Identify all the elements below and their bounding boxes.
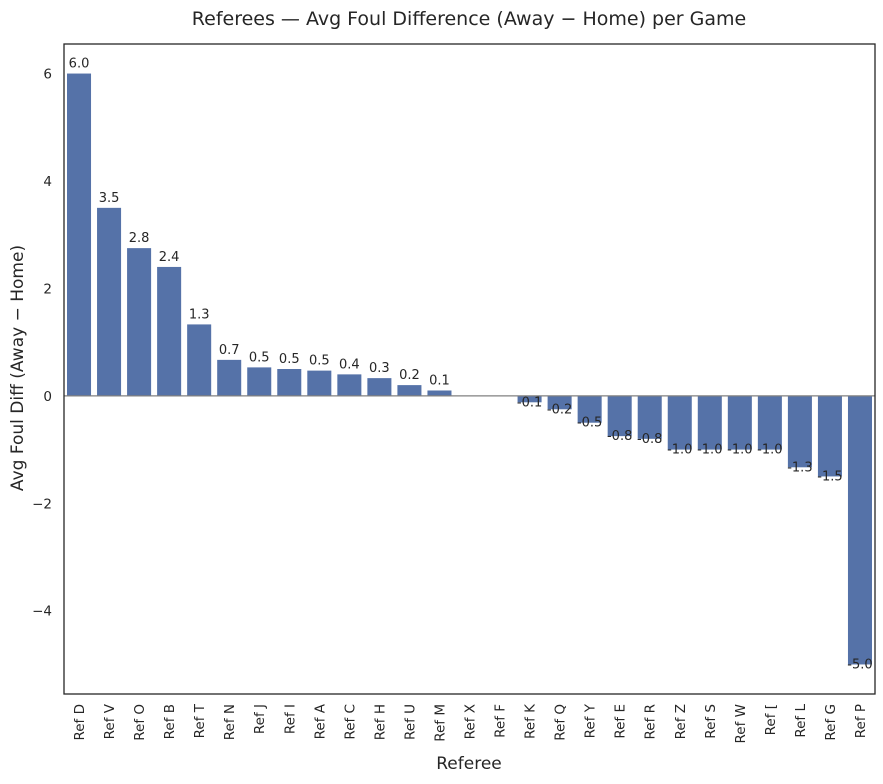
data-label: 0.3 xyxy=(369,361,390,376)
x-tick-label: Ref N xyxy=(222,704,238,740)
bar xyxy=(727,395,752,450)
bar xyxy=(67,73,92,396)
bar xyxy=(277,369,302,396)
x-tick-label: Ref L xyxy=(793,704,809,738)
y-tick-label: 2 xyxy=(43,281,52,297)
bar xyxy=(817,395,842,477)
x-tick-label: Ref I xyxy=(282,704,298,734)
bar xyxy=(97,207,122,396)
x-tick-label: Ref S xyxy=(703,704,719,739)
bar xyxy=(757,395,782,450)
data-label: -0.1 xyxy=(517,395,542,410)
x-tick-label: Ref F xyxy=(493,704,509,738)
data-label: -1.0 xyxy=(667,443,692,458)
x-tick-label: Ref V xyxy=(102,703,118,739)
x-tick-label: Ref M xyxy=(432,704,448,742)
x-tick-label: Ref J xyxy=(252,704,268,734)
x-tick-label: Ref Y xyxy=(583,703,599,738)
x-tick-label: Ref D xyxy=(72,704,88,741)
x-tick-label: Ref B xyxy=(162,704,178,739)
data-label: -1.5 xyxy=(817,469,842,484)
x-tick-label: Ref T xyxy=(192,703,208,738)
data-label: 0.1 xyxy=(429,373,450,388)
bar xyxy=(547,395,572,410)
data-label: 0.2 xyxy=(399,368,420,383)
data-label: 0.4 xyxy=(339,357,360,372)
y-tick-label: 6 xyxy=(43,67,52,83)
data-label: -0.8 xyxy=(637,432,662,447)
x-tick-label: Ref O xyxy=(132,704,148,741)
x-tick-label: Ref Q xyxy=(553,704,569,741)
axes-frame xyxy=(63,43,876,695)
data-label: -1.0 xyxy=(697,443,722,458)
x-axis-label: Referee xyxy=(436,754,502,774)
x-tick-label: Ref X xyxy=(463,704,479,739)
bar xyxy=(667,395,692,450)
bar xyxy=(307,370,332,396)
x-tick-label: Ref K xyxy=(523,703,539,739)
data-label: 3.5 xyxy=(99,191,120,206)
x-tick-label: Ref P xyxy=(853,704,869,738)
x-tick-label: Ref A xyxy=(312,703,328,739)
bar xyxy=(247,367,272,396)
bar xyxy=(517,395,542,403)
bar xyxy=(367,378,392,396)
bar xyxy=(127,248,152,396)
bar xyxy=(397,385,422,396)
y-tick-label: −2 xyxy=(32,496,52,512)
x-tick-label: Ref C xyxy=(342,704,358,740)
data-label: 6.0 xyxy=(69,57,90,72)
bar xyxy=(577,395,602,423)
y-tick-label: 4 xyxy=(43,174,52,190)
data-label: -5.0 xyxy=(847,657,872,672)
bar xyxy=(337,374,362,396)
y-axis-label: Avg Foul Diff (Away − Home) xyxy=(8,245,28,491)
y-tick-label: 0 xyxy=(43,389,52,405)
bar xyxy=(697,395,722,450)
data-label: -1.0 xyxy=(727,443,752,458)
bar xyxy=(637,395,662,439)
data-label: -1.3 xyxy=(787,460,812,475)
data-label: -0.5 xyxy=(577,416,602,431)
x-tick-label: Ref H xyxy=(372,704,388,740)
bar xyxy=(787,395,812,468)
data-label: 1.3 xyxy=(189,307,210,322)
x-tick-label: Ref G xyxy=(823,704,839,741)
x-tick-label: Ref W xyxy=(733,704,749,743)
data-label: -1.0 xyxy=(757,443,782,458)
bar xyxy=(157,266,182,396)
bar xyxy=(847,395,872,665)
x-tick-label: Ref Z xyxy=(673,704,689,739)
plot-area: 6.0 3.5 2.8 2.4 1.3 0.7 0.5 0.5 0.5 0.4 0.3 0.2 0.1 -… xyxy=(32,43,876,743)
bar xyxy=(217,359,242,396)
y-tick-label: −4 xyxy=(32,604,52,620)
data-label: 0.5 xyxy=(249,350,270,365)
data-label: -0.2 xyxy=(547,402,572,417)
x-tick-label: Ref R xyxy=(643,704,659,740)
bar xyxy=(187,324,212,396)
data-label: 0.7 xyxy=(219,343,240,358)
x-tick-label: Ref U xyxy=(402,704,418,740)
data-label: 2.4 xyxy=(159,250,180,265)
data-label: -0.8 xyxy=(607,429,632,444)
bar xyxy=(607,395,632,437)
x-tick-label: Ref [ xyxy=(763,704,779,735)
data-label: 0.5 xyxy=(309,354,330,369)
chart-title: Referees — Avg Foul Difference (Away − H… xyxy=(192,8,746,30)
data-label: 2.8 xyxy=(129,231,150,246)
bar xyxy=(427,390,452,396)
x-tick-label: Ref E xyxy=(613,704,629,739)
data-label: 0.5 xyxy=(279,352,300,367)
